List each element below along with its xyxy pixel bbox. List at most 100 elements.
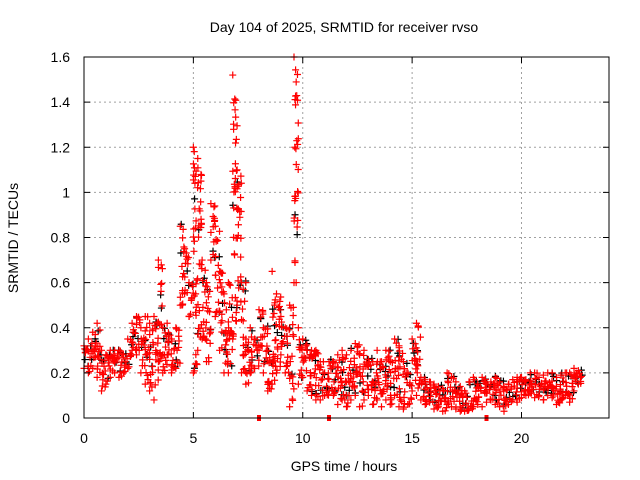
data-point	[291, 96, 299, 104]
data-point-upper	[159, 324, 167, 332]
data-point	[271, 301, 279, 309]
data-point	[179, 225, 187, 233]
data-point	[216, 279, 224, 287]
data-point-lower	[316, 396, 324, 404]
data-point-upper	[246, 324, 254, 332]
data-point	[104, 359, 112, 367]
data-point-upper	[189, 143, 197, 151]
data-point	[223, 348, 231, 356]
x-tick-label: 10	[295, 430, 311, 446]
data-point-lower	[246, 369, 254, 377]
data-point-upper	[570, 364, 578, 372]
data-point	[493, 374, 501, 382]
black-data-point	[183, 267, 191, 275]
data-point	[260, 332, 268, 340]
data-point	[194, 301, 202, 309]
data-point	[271, 296, 279, 304]
data-point	[541, 379, 549, 387]
data-point	[271, 376, 279, 384]
data-point	[162, 356, 170, 364]
data-point	[187, 310, 195, 318]
y-tick-label: 0.4	[51, 320, 71, 336]
data-point	[462, 389, 470, 397]
data-point	[395, 385, 403, 393]
data-point	[157, 287, 165, 295]
data-point-upper	[203, 279, 210, 287]
data-point	[292, 145, 300, 153]
data-point	[239, 352, 247, 360]
data-point	[200, 332, 208, 340]
data-point	[359, 378, 367, 386]
chart-title: Day 104 of 2025, SRMTID for receiver rvs…	[210, 19, 479, 35]
data-point	[283, 332, 291, 340]
data-point	[315, 382, 323, 390]
data-point-upper	[229, 71, 237, 79]
data-point	[235, 284, 243, 292]
data-point	[221, 299, 229, 307]
data-point	[226, 300, 234, 308]
data-point	[154, 334, 162, 342]
data-point	[161, 367, 169, 375]
data-point-lower	[443, 400, 451, 408]
data-point	[237, 172, 245, 180]
data-point	[292, 194, 300, 202]
data-point-upper	[408, 335, 416, 343]
y-tick-label: 1.4	[51, 94, 71, 110]
data-point	[239, 285, 247, 293]
data-point	[540, 396, 548, 404]
data-point	[271, 337, 279, 345]
data-point-upper	[84, 335, 92, 343]
black-data-point	[278, 331, 286, 339]
data-point	[452, 403, 460, 411]
data-point-lower	[360, 396, 368, 404]
data-point	[449, 388, 457, 396]
data-point	[416, 355, 424, 363]
data-point	[229, 167, 237, 175]
data-point	[286, 358, 294, 366]
data-point	[214, 284, 222, 292]
data-point	[164, 351, 172, 359]
data-point	[257, 333, 265, 341]
data-point-upper	[137, 324, 145, 332]
data-point	[204, 293, 212, 301]
data-point	[333, 363, 341, 371]
black-data-point	[171, 340, 179, 348]
data-point	[306, 372, 314, 380]
data-point	[289, 380, 297, 388]
black-data-point	[248, 327, 256, 335]
data-point	[291, 259, 299, 267]
data-point	[269, 370, 277, 378]
data-point	[113, 355, 121, 363]
data-point	[181, 273, 189, 281]
data-point	[199, 327, 207, 335]
data-point	[347, 375, 355, 383]
data-point	[445, 399, 453, 407]
data-point	[577, 379, 585, 387]
data-point	[90, 346, 98, 354]
data-point-upper	[421, 380, 429, 388]
data-point	[230, 99, 238, 107]
data-point	[92, 339, 100, 347]
data-point	[145, 343, 153, 351]
data-point-lower	[89, 364, 97, 372]
data-point	[149, 338, 157, 346]
data-point	[174, 358, 182, 366]
data-point	[273, 366, 281, 374]
data-point	[400, 403, 408, 411]
y-tick-label: 0	[62, 410, 70, 426]
data-point	[292, 78, 300, 86]
data-point-upper	[553, 373, 560, 381]
data-point	[179, 234, 187, 242]
data-point	[231, 160, 239, 168]
data-point	[194, 275, 202, 283]
data-point	[457, 391, 465, 399]
data-point	[283, 339, 291, 347]
data-point	[158, 265, 166, 273]
data-point	[192, 280, 200, 288]
data-point	[239, 317, 247, 325]
data-point	[209, 212, 217, 220]
data-point	[242, 279, 250, 287]
data-point	[540, 386, 548, 394]
data-point	[157, 280, 165, 288]
data-point	[323, 382, 331, 390]
